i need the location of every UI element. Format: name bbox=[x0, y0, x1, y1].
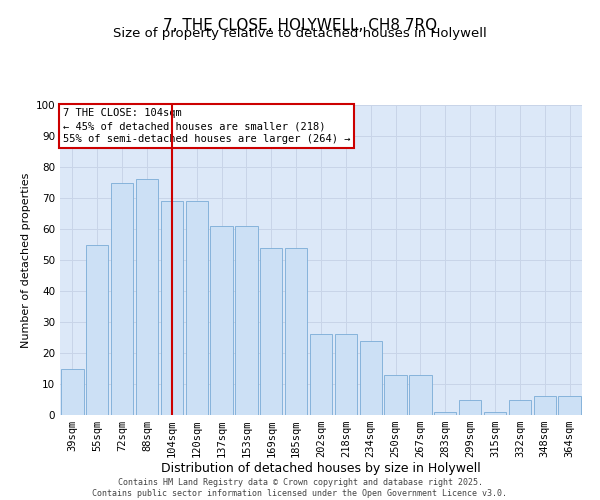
Bar bbox=[285, 248, 307, 415]
Bar bbox=[409, 374, 431, 415]
Bar bbox=[111, 182, 133, 415]
Bar bbox=[185, 201, 208, 415]
Bar bbox=[559, 396, 581, 415]
Bar bbox=[385, 374, 407, 415]
Bar bbox=[161, 201, 183, 415]
Bar bbox=[434, 412, 457, 415]
Bar bbox=[533, 396, 556, 415]
Bar bbox=[335, 334, 357, 415]
Bar bbox=[235, 226, 257, 415]
Bar bbox=[86, 244, 109, 415]
Bar bbox=[509, 400, 531, 415]
Text: 7, THE CLOSE, HOLYWELL, CH8 7RQ: 7, THE CLOSE, HOLYWELL, CH8 7RQ bbox=[163, 18, 437, 32]
Bar bbox=[136, 180, 158, 415]
Bar bbox=[484, 412, 506, 415]
Bar bbox=[211, 226, 233, 415]
X-axis label: Distribution of detached houses by size in Holywell: Distribution of detached houses by size … bbox=[161, 462, 481, 474]
Text: Contains HM Land Registry data © Crown copyright and database right 2025.
Contai: Contains HM Land Registry data © Crown c… bbox=[92, 478, 508, 498]
Bar bbox=[459, 400, 481, 415]
Text: Size of property relative to detached houses in Holywell: Size of property relative to detached ho… bbox=[113, 28, 487, 40]
Bar bbox=[359, 340, 382, 415]
Text: 7 THE CLOSE: 104sqm
← 45% of detached houses are smaller (218)
55% of semi-detac: 7 THE CLOSE: 104sqm ← 45% of detached ho… bbox=[62, 108, 350, 144]
Y-axis label: Number of detached properties: Number of detached properties bbox=[22, 172, 31, 348]
Bar bbox=[260, 248, 283, 415]
Bar bbox=[310, 334, 332, 415]
Bar bbox=[61, 368, 83, 415]
